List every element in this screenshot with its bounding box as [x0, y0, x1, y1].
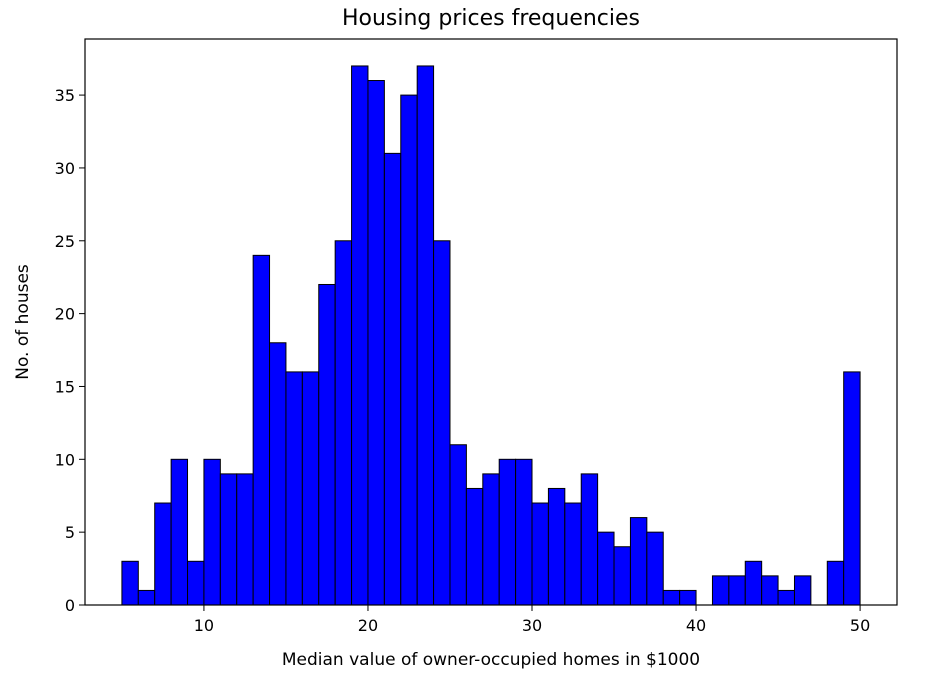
- histogram-bar: [433, 240, 451, 606]
- histogram-bar: [564, 502, 582, 606]
- histogram-bar: [597, 531, 615, 606]
- histogram-bar: [761, 575, 779, 606]
- histogram-bar: [498, 458, 517, 606]
- histogram-bar: [236, 473, 254, 606]
- y-tick-label: 30: [55, 159, 75, 178]
- histogram-bar: [351, 65, 369, 606]
- x-tick-label: 40: [686, 616, 706, 635]
- histogram-bar: [826, 560, 845, 606]
- y-axis: 0 5 10 15 20 25 30 35: [55, 86, 85, 615]
- y-tick-label: 35: [55, 86, 75, 105]
- y-tick-label: 10: [55, 450, 75, 469]
- histogram-bar: [629, 517, 648, 606]
- histogram-bar: [400, 94, 418, 606]
- histogram-bar: [219, 473, 238, 606]
- x-axis: 10 20 30 40 50: [194, 605, 870, 635]
- histogram-bar: [679, 589, 697, 606]
- histogram-bar: [465, 487, 484, 606]
- y-tick-label: 5: [65, 523, 75, 542]
- histogram-bar: [269, 342, 287, 606]
- histogram-bar: [416, 65, 435, 606]
- chart-title: Housing prices frequencies: [342, 6, 640, 31]
- y-axis-title: No. of houses: [13, 264, 33, 380]
- histogram-bar: [301, 371, 320, 606]
- histogram-bar: [728, 575, 746, 606]
- histogram-bar: [547, 487, 566, 606]
- histogram-bar: [482, 473, 500, 606]
- x-axis-title: Median value of owner-occupied homes in …: [282, 650, 700, 670]
- histogram-bar: [203, 458, 221, 606]
- histogram-bar: [515, 458, 533, 606]
- histogram-bar: [187, 560, 205, 606]
- y-tick-label: 20: [55, 305, 75, 324]
- x-tick-label: 20: [358, 616, 378, 635]
- histogram-bar: [662, 589, 681, 606]
- plot-frame: [84, 38, 898, 606]
- histogram-bar: [580, 473, 599, 606]
- histogram-bar: [531, 502, 549, 606]
- histogram-bar: [777, 589, 795, 606]
- histogram-bar: [252, 254, 271, 606]
- histogram-bar: [449, 444, 467, 606]
- x-tick-label: 30: [522, 616, 542, 635]
- y-tick-label: 15: [55, 377, 75, 396]
- histogram-bar: [170, 458, 189, 606]
- histogram-bar: [318, 283, 336, 606]
- histogram-bar: [793, 575, 812, 606]
- histogram-bar: [154, 502, 172, 606]
- histogram-bar: [383, 152, 402, 606]
- y-tick-label: 25: [55, 232, 75, 251]
- histogram-bar: [613, 546, 631, 606]
- histogram-bar: [285, 371, 303, 606]
- histogram-bar: [121, 560, 139, 606]
- histogram-bar: [843, 371, 861, 606]
- histogram-bar: [334, 240, 353, 606]
- histogram-bar: [137, 589, 156, 606]
- histogram-bar: [711, 575, 730, 606]
- bars-group: [121, 65, 861, 606]
- x-tick-label: 10: [194, 616, 214, 635]
- histogram-bar: [646, 531, 664, 606]
- x-tick-label: 50: [850, 616, 870, 635]
- histogram-bar: [744, 560, 763, 606]
- y-tick-label: 0: [65, 596, 75, 615]
- histogram-bar: [367, 80, 385, 606]
